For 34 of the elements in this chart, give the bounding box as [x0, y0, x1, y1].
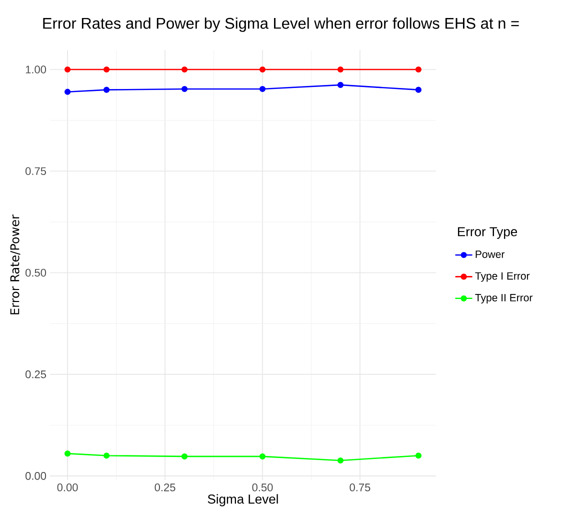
legend-label: Type II Error: [475, 294, 533, 304]
x-tick-label: 0.50: [252, 484, 273, 492]
y-tick-label: 1.00: [26, 66, 46, 74]
point: [337, 66, 344, 73]
x-tick-label: 0.25: [154, 484, 176, 492]
legend-label: Power: [476, 250, 505, 258]
point: [259, 86, 266, 92]
point: [181, 453, 188, 460]
x-tick-label: 0.00: [57, 484, 78, 492]
point: [103, 86, 110, 93]
legend-label: Type I Error: [475, 272, 530, 282]
point: [337, 457, 344, 464]
point: [64, 88, 71, 95]
point: [415, 452, 422, 459]
point: [64, 66, 71, 73]
x-tick-label: 0.75: [350, 484, 370, 492]
point: [64, 450, 71, 457]
point: [415, 86, 422, 93]
point: [259, 66, 266, 73]
legend-title: Error Type: [458, 227, 518, 239]
point: [103, 452, 110, 459]
y-axis-title: Error Rate/Power: [10, 214, 20, 314]
point: [259, 453, 266, 460]
point: [181, 86, 188, 92]
point: [337, 82, 344, 88]
point: [103, 66, 110, 73]
point: [415, 66, 422, 73]
x-axis-title: Sigma Level: [208, 494, 278, 506]
y-tick-label: 0.50: [26, 268, 46, 277]
y-tick-label: 0.00: [26, 472, 46, 480]
chart-title: Error Rates and Power by Sigma Level when error follows EHS at n =: [43, 17, 519, 32]
y-tick-label: 0.75: [26, 167, 46, 176]
y-tick-label: 0.25: [26, 370, 46, 378]
point: [181, 66, 188, 73]
